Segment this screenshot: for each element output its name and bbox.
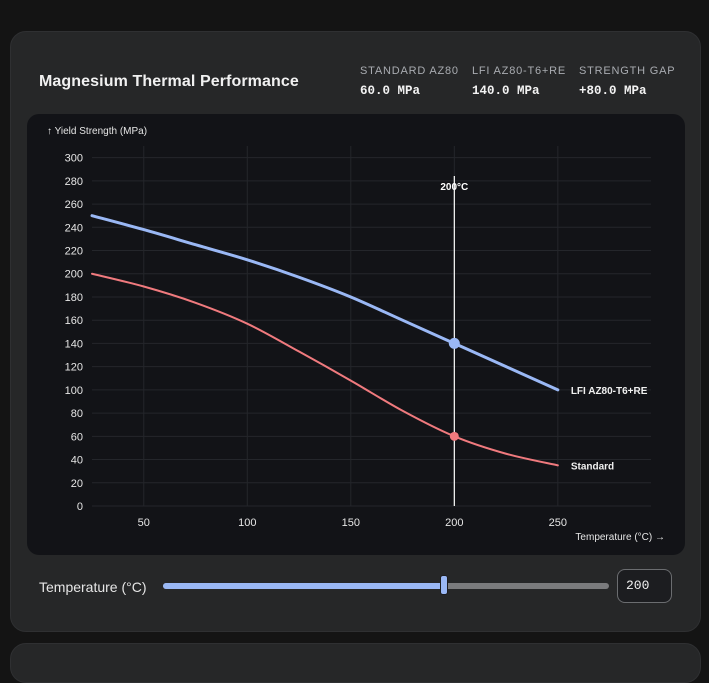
y-tick-80: 80 xyxy=(71,408,83,420)
stat-standard-value: 60.0 MPa xyxy=(360,84,421,98)
stat-gap: STRENGTH GAP +80.0 MPa xyxy=(579,65,675,98)
next-card xyxy=(10,643,701,683)
temperature-marker[interactable]: 200°C xyxy=(440,176,468,506)
y-tick-200: 200 xyxy=(65,269,83,281)
series-label-1: Standard xyxy=(571,461,614,472)
x-tick-100: 100 xyxy=(238,517,256,529)
yield-strength-chart: 0 20 40 60 80 100 120 140 160 180 200 220 240 260 280 3… xyxy=(47,126,665,543)
series-label-0: LFI AZ80-T6+RE xyxy=(571,386,648,397)
stat-gap-value: +80.0 MPa xyxy=(579,84,647,98)
y-tick-160: 160 xyxy=(65,315,83,327)
x-tick-250: 250 xyxy=(549,517,567,529)
temperature-input[interactable]: 200 xyxy=(617,569,672,603)
x-tick-150: 150 xyxy=(342,517,360,529)
y-tick-labels: 0 20 40 60 80 100 120 140 160 180 200 220 240 260 280 3… xyxy=(65,153,83,513)
chart-panel: 0 20 40 60 80 100 120 140 160 180 200 220 240 260 280 3… xyxy=(27,114,685,555)
stat-standard-label: STANDARD AZ80 xyxy=(360,65,459,77)
y-tick-220: 220 xyxy=(65,246,83,258)
stat-standard: STANDARD AZ80 60.0 MPa xyxy=(360,65,459,98)
card-title: Magnesium Thermal Performance xyxy=(39,73,299,90)
y-tick-120: 120 xyxy=(65,362,83,374)
series-lines: LFI AZ80-T6+RE Standard xyxy=(90,214,648,472)
marker-point-1 xyxy=(449,431,459,441)
y-tick-40: 40 xyxy=(71,455,83,467)
y-tick-280: 280 xyxy=(65,176,83,188)
x-axis-label: Temperature (°C) → xyxy=(575,532,665,543)
x-tick-200: 200 xyxy=(445,517,463,529)
stat-lfi: LFI AZ80-T6+RE 140.0 MPa xyxy=(472,65,566,98)
top-strip xyxy=(0,0,709,12)
x-tick-labels: 50 100 150 200 250 xyxy=(138,517,567,529)
temperature-label: Temperature (°C) xyxy=(39,579,147,595)
stat-lfi-label: LFI AZ80-T6+RE xyxy=(472,65,567,77)
y-tick-240: 240 xyxy=(65,222,83,234)
y-tick-0: 0 xyxy=(77,501,83,513)
y-tick-180: 180 xyxy=(65,292,83,304)
y-tick-20: 20 xyxy=(71,478,83,490)
y-axis-label: ↑ Yield Strength (MPa) xyxy=(47,126,147,137)
y-tick-140: 140 xyxy=(65,338,83,350)
y-tick-260: 260 xyxy=(65,199,83,211)
marker-point-0 xyxy=(448,337,460,349)
temperature-slider[interactable] xyxy=(163,575,609,595)
series-line-1 xyxy=(91,272,559,467)
y-tick-60: 60 xyxy=(71,431,83,443)
temperature-slider-fill xyxy=(163,583,444,589)
y-tick-300: 300 xyxy=(65,153,83,165)
stat-gap-label: STRENGTH GAP xyxy=(579,65,676,77)
temperature-control: Temperature (°C) 200 xyxy=(11,567,702,607)
x-tick-50: 50 xyxy=(138,517,150,529)
stat-lfi-value: 140.0 MPa xyxy=(472,84,540,98)
thermal-performance-card: Magnesium Thermal Performance STANDARD A… xyxy=(10,31,701,632)
temperature-slider-thumb[interactable] xyxy=(439,575,448,595)
series-line-0 xyxy=(90,214,560,392)
grid xyxy=(92,146,651,507)
y-tick-100: 100 xyxy=(65,385,83,397)
marker-label: 200°C xyxy=(440,182,468,193)
